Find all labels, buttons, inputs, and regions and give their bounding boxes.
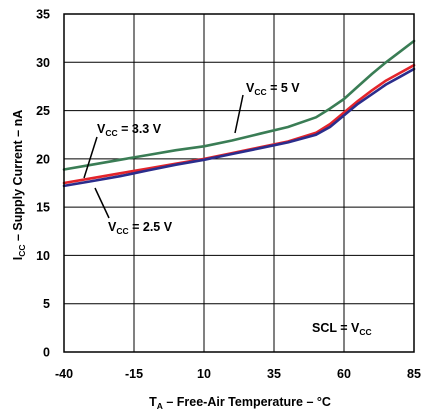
y-axis-title-rest: – Supply Current – nA — [11, 110, 25, 245]
grid — [63, 13, 415, 353]
label-vcc-5v: VCC = 5 V — [246, 81, 300, 97]
y-tick-label-0: 0 — [43, 346, 50, 360]
label-vcc-3v3: VCC = 3.3 V — [97, 122, 162, 138]
y-tick-label-2: 10 — [36, 249, 50, 263]
y-tick-label-3: 15 — [36, 201, 50, 215]
y-tick-labels: 0 5 10 15 20 25 30 35 — [36, 8, 50, 360]
x-tick-label-2: 10 — [197, 367, 211, 381]
leader-2v5 — [94, 187, 110, 219]
leader-3v3 — [83, 136, 98, 179]
y-tick-label-7: 35 — [36, 8, 50, 22]
leader-5v — [234, 94, 244, 134]
y-axis-title: ICC – Supply Current – nA — [11, 110, 27, 261]
x-tick-label-4: 60 — [337, 367, 351, 381]
y-axis-title-sub: CC — [17, 244, 27, 256]
x-axis-title: TA – Free-Air Temperature – °C — [149, 395, 331, 411]
y-tick-label-4: 20 — [36, 152, 50, 166]
y-tick-label-1: 5 — [43, 297, 50, 311]
x-tick-labels: -40 -15 10 35 60 85 — [55, 367, 421, 381]
y-tick-label-5: 25 — [36, 104, 50, 118]
x-axis-title-sub: A — [157, 401, 163, 411]
y-tick-label-6: 30 — [36, 56, 50, 70]
x-tick-label-1: -15 — [125, 367, 143, 381]
label-vcc-2v5: VCC = 2.5 V — [108, 220, 173, 236]
plot-frame — [63, 13, 415, 353]
y-axis-title-main: I — [11, 257, 25, 260]
x-tick-label-3: 35 — [267, 367, 281, 381]
annotations: VCC = 5 V VCC = 3.3 V VCC = 2.5 V SCL = … — [83, 81, 372, 337]
series-line-0 — [62, 39, 416, 171]
series-lines — [62, 39, 416, 188]
x-axis-title-rest: – Free-Air Temperature – °C — [163, 395, 331, 409]
label-scl-vcc: SCL = VCC — [312, 321, 372, 337]
x-tick-label-5: 85 — [407, 367, 421, 381]
x-tick-label-0: -40 — [55, 367, 73, 381]
series-line-2 — [62, 67, 416, 188]
x-axis-title-main: T — [149, 395, 157, 409]
